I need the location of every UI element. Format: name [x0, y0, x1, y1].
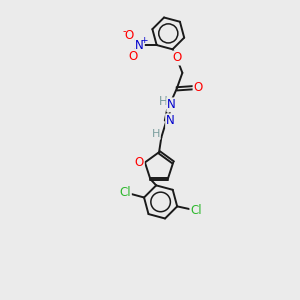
Text: O: O	[128, 50, 137, 63]
Text: H: H	[159, 95, 168, 108]
Text: Cl: Cl	[190, 204, 202, 217]
Text: N: N	[135, 38, 144, 52]
Text: O: O	[172, 52, 181, 64]
Text: -: -	[123, 26, 126, 36]
Text: O: O	[194, 81, 203, 94]
Text: O: O	[124, 29, 134, 42]
Text: N: N	[167, 98, 176, 111]
Text: +: +	[140, 35, 147, 44]
Text: N: N	[166, 114, 175, 128]
Text: Cl: Cl	[119, 186, 131, 200]
Text: H: H	[152, 129, 160, 139]
Text: O: O	[135, 156, 144, 169]
